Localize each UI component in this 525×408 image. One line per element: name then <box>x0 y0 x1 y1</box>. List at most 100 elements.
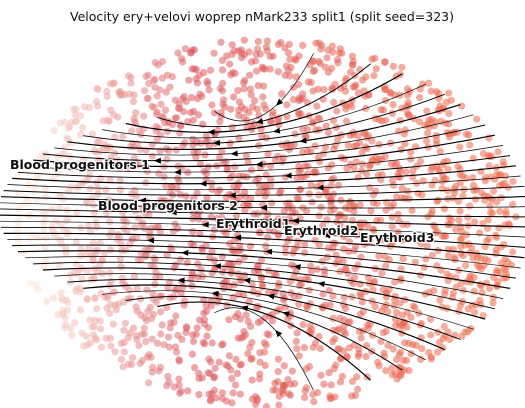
cell-point <box>397 145 405 153</box>
cell-point <box>128 235 137 243</box>
cell-point <box>246 71 254 79</box>
cell-point <box>322 122 330 130</box>
cell-point <box>150 263 158 271</box>
cell-point <box>264 150 272 158</box>
cell-point <box>497 243 505 251</box>
cell-point <box>271 379 279 387</box>
cell-point <box>471 308 479 316</box>
cell-point <box>509 177 517 186</box>
streamline <box>3 232 525 259</box>
cell-point <box>507 261 516 269</box>
cell-point <box>106 269 114 277</box>
cell-point <box>93 336 101 344</box>
cell-point <box>223 166 231 174</box>
streamline <box>7 175 521 190</box>
cell-point <box>182 328 190 337</box>
cell-point <box>428 181 436 189</box>
cell-point <box>163 155 171 164</box>
cell-point <box>248 338 256 347</box>
cell-point <box>130 272 139 280</box>
cell-point <box>362 73 370 81</box>
cell-point <box>193 324 201 332</box>
cell-point <box>184 118 192 126</box>
cell-point <box>267 175 275 183</box>
cell-point <box>202 302 210 310</box>
streamline <box>125 73 403 133</box>
cell-point <box>65 187 73 195</box>
cell-point <box>416 271 425 279</box>
cell-point <box>454 197 463 205</box>
cell-point <box>447 96 455 104</box>
cell-point <box>324 128 333 136</box>
cell-point <box>78 329 86 337</box>
cell-point <box>141 87 149 95</box>
cell-point <box>194 111 202 119</box>
cell-point <box>133 285 141 293</box>
streamline-arrow-icon <box>267 293 275 300</box>
cell-point <box>393 309 401 317</box>
cell-point <box>436 147 444 155</box>
cell-point <box>458 332 466 340</box>
cell-point <box>466 202 474 210</box>
cell-point <box>275 279 283 287</box>
streamline-arrow-icon <box>169 209 177 216</box>
cell-point <box>170 264 178 272</box>
cell-point <box>41 216 49 224</box>
cell-point <box>207 358 215 366</box>
cell-point <box>56 191 64 199</box>
cell-point <box>381 96 390 105</box>
cell-point <box>107 342 115 350</box>
streamline-arrow-icon <box>323 232 331 239</box>
streamline <box>42 267 486 320</box>
cell-point <box>228 399 236 407</box>
cell-point <box>358 298 366 306</box>
streamline-arrow-icon <box>260 204 268 211</box>
cell-point <box>309 119 317 127</box>
cell-point <box>236 192 245 200</box>
cell-point <box>332 251 340 259</box>
cell-point <box>140 112 148 120</box>
cell-point <box>477 265 485 273</box>
cell-point <box>350 164 358 172</box>
cell-point <box>398 184 406 192</box>
cell-point <box>294 237 302 245</box>
cell-point <box>247 166 256 174</box>
cell-point <box>175 357 183 365</box>
streamline <box>102 290 426 361</box>
cell-point <box>378 171 386 179</box>
cell-point <box>282 243 290 251</box>
cell-point <box>459 192 467 200</box>
cell-point <box>181 139 189 147</box>
cell-point <box>457 223 465 231</box>
streamline <box>54 273 474 330</box>
cell-point <box>253 262 262 270</box>
cell-point <box>261 314 269 322</box>
cell-point <box>283 113 291 121</box>
cell-point <box>334 345 342 353</box>
cell-point <box>210 374 218 382</box>
cell-point <box>134 256 142 264</box>
streamline <box>42 124 486 162</box>
cell-point <box>210 226 218 234</box>
cell-point <box>451 256 459 264</box>
cell-point <box>265 267 273 275</box>
cell-point <box>260 348 269 356</box>
cell-point <box>72 117 80 125</box>
cell-point <box>341 87 349 95</box>
cell-point <box>482 279 491 287</box>
cell-point <box>395 231 403 239</box>
cell-point <box>419 80 427 88</box>
cell-point <box>192 75 200 83</box>
cell-point <box>228 374 236 382</box>
cell-point <box>189 116 197 124</box>
cell-point <box>313 265 321 273</box>
cell-point <box>263 330 271 338</box>
cell-point <box>88 194 96 202</box>
cell-point <box>342 117 351 125</box>
cell-point <box>351 83 359 91</box>
cell-point <box>327 182 335 190</box>
cell-point <box>389 200 398 208</box>
cell-point <box>217 38 225 46</box>
cell-point <box>275 392 283 400</box>
cell-point <box>320 266 329 274</box>
